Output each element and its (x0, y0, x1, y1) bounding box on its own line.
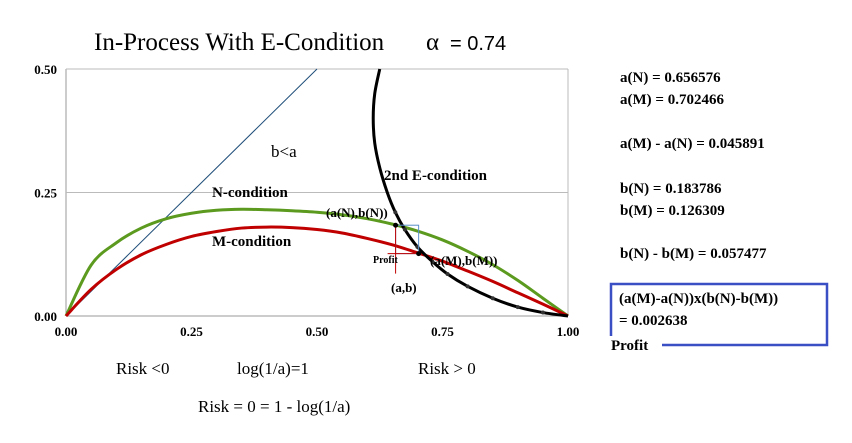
x-tick-label: 0.50 (306, 324, 329, 339)
profit-result-box: (a(M)-a(N))x(b(N)-b(M)) = 0.002638 Profi… (609, 282, 829, 354)
label-log-eq: log(1/a)=1 (237, 359, 309, 378)
value-diff-b: b(N) - b(M) = 0.057477 (620, 246, 767, 262)
label-risk-negative: Risk <0 (116, 359, 170, 378)
value-diff-a: a(M) - a(N) = 0.045891 (620, 136, 765, 152)
annotation-point-ab: (a,b) (391, 280, 417, 295)
y-tick-label: 0.00 (34, 309, 57, 324)
e-condition-marker (445, 272, 450, 277)
value-a-n: a(N) = 0.656576 (620, 70, 721, 86)
x-tick-label: 0.75 (431, 324, 454, 339)
e-condition-marker (465, 284, 470, 289)
e-condition-marker (393, 210, 398, 215)
series-m-condition-line (64, 225, 569, 318)
series-n-condition-line (64, 207, 569, 318)
annotation-profit: Profit (373, 255, 398, 266)
value-b-n: b(N) = 0.183786 (620, 181, 722, 197)
annotation-point-n: (a(N),b(N)) (326, 205, 388, 220)
e-condition-marker (490, 296, 495, 301)
x-tick-label: 1.00 (557, 324, 580, 339)
label-risk-zero: Risk = 0 = 1 - log(1/a) (198, 397, 350, 416)
alpha-symbol: α (426, 29, 439, 56)
series-2nd-e-condition-line (371, 68, 569, 318)
e-condition-marker (540, 310, 545, 315)
y-tick-label: 0.25 (34, 186, 57, 201)
chart-title: In-Process With E-Condition (94, 29, 385, 56)
annotation-point-m: (a(M),b(M)) (430, 253, 498, 268)
annotation-m-condition: M-condition (212, 234, 292, 250)
value-b-m: b(M) = 0.126309 (620, 203, 725, 219)
label-risk-positive: Risk > 0 (418, 359, 476, 378)
profit-formula: (a(M)-a(N))x(b(N)-b(M)) (619, 291, 778, 307)
result-box-border (609, 282, 829, 347)
profit-result: = 0.002638 (619, 313, 688, 329)
x-tick-label: 0.00 (55, 324, 78, 339)
annotation-n-condition: N-condition (212, 185, 289, 201)
y-tick-label: 0.50 (34, 62, 57, 77)
value-a-m: a(M) = 0.702466 (620, 92, 724, 108)
alpha-value: = 0.74 (450, 33, 506, 55)
plot-area (65, 68, 569, 317)
e-condition-marker (402, 227, 407, 232)
point-m-marker (416, 251, 422, 257)
e-condition-marker (430, 259, 435, 264)
x-tick-label: 0.25 (180, 324, 203, 339)
point-n-marker (393, 222, 399, 228)
annotation-b-lt-a: b<a (271, 142, 297, 161)
profit-box-label: Profit (611, 338, 648, 354)
e-condition-marker (515, 305, 520, 310)
annotation-2nd-e-condition: 2nd E-condition (384, 168, 488, 184)
